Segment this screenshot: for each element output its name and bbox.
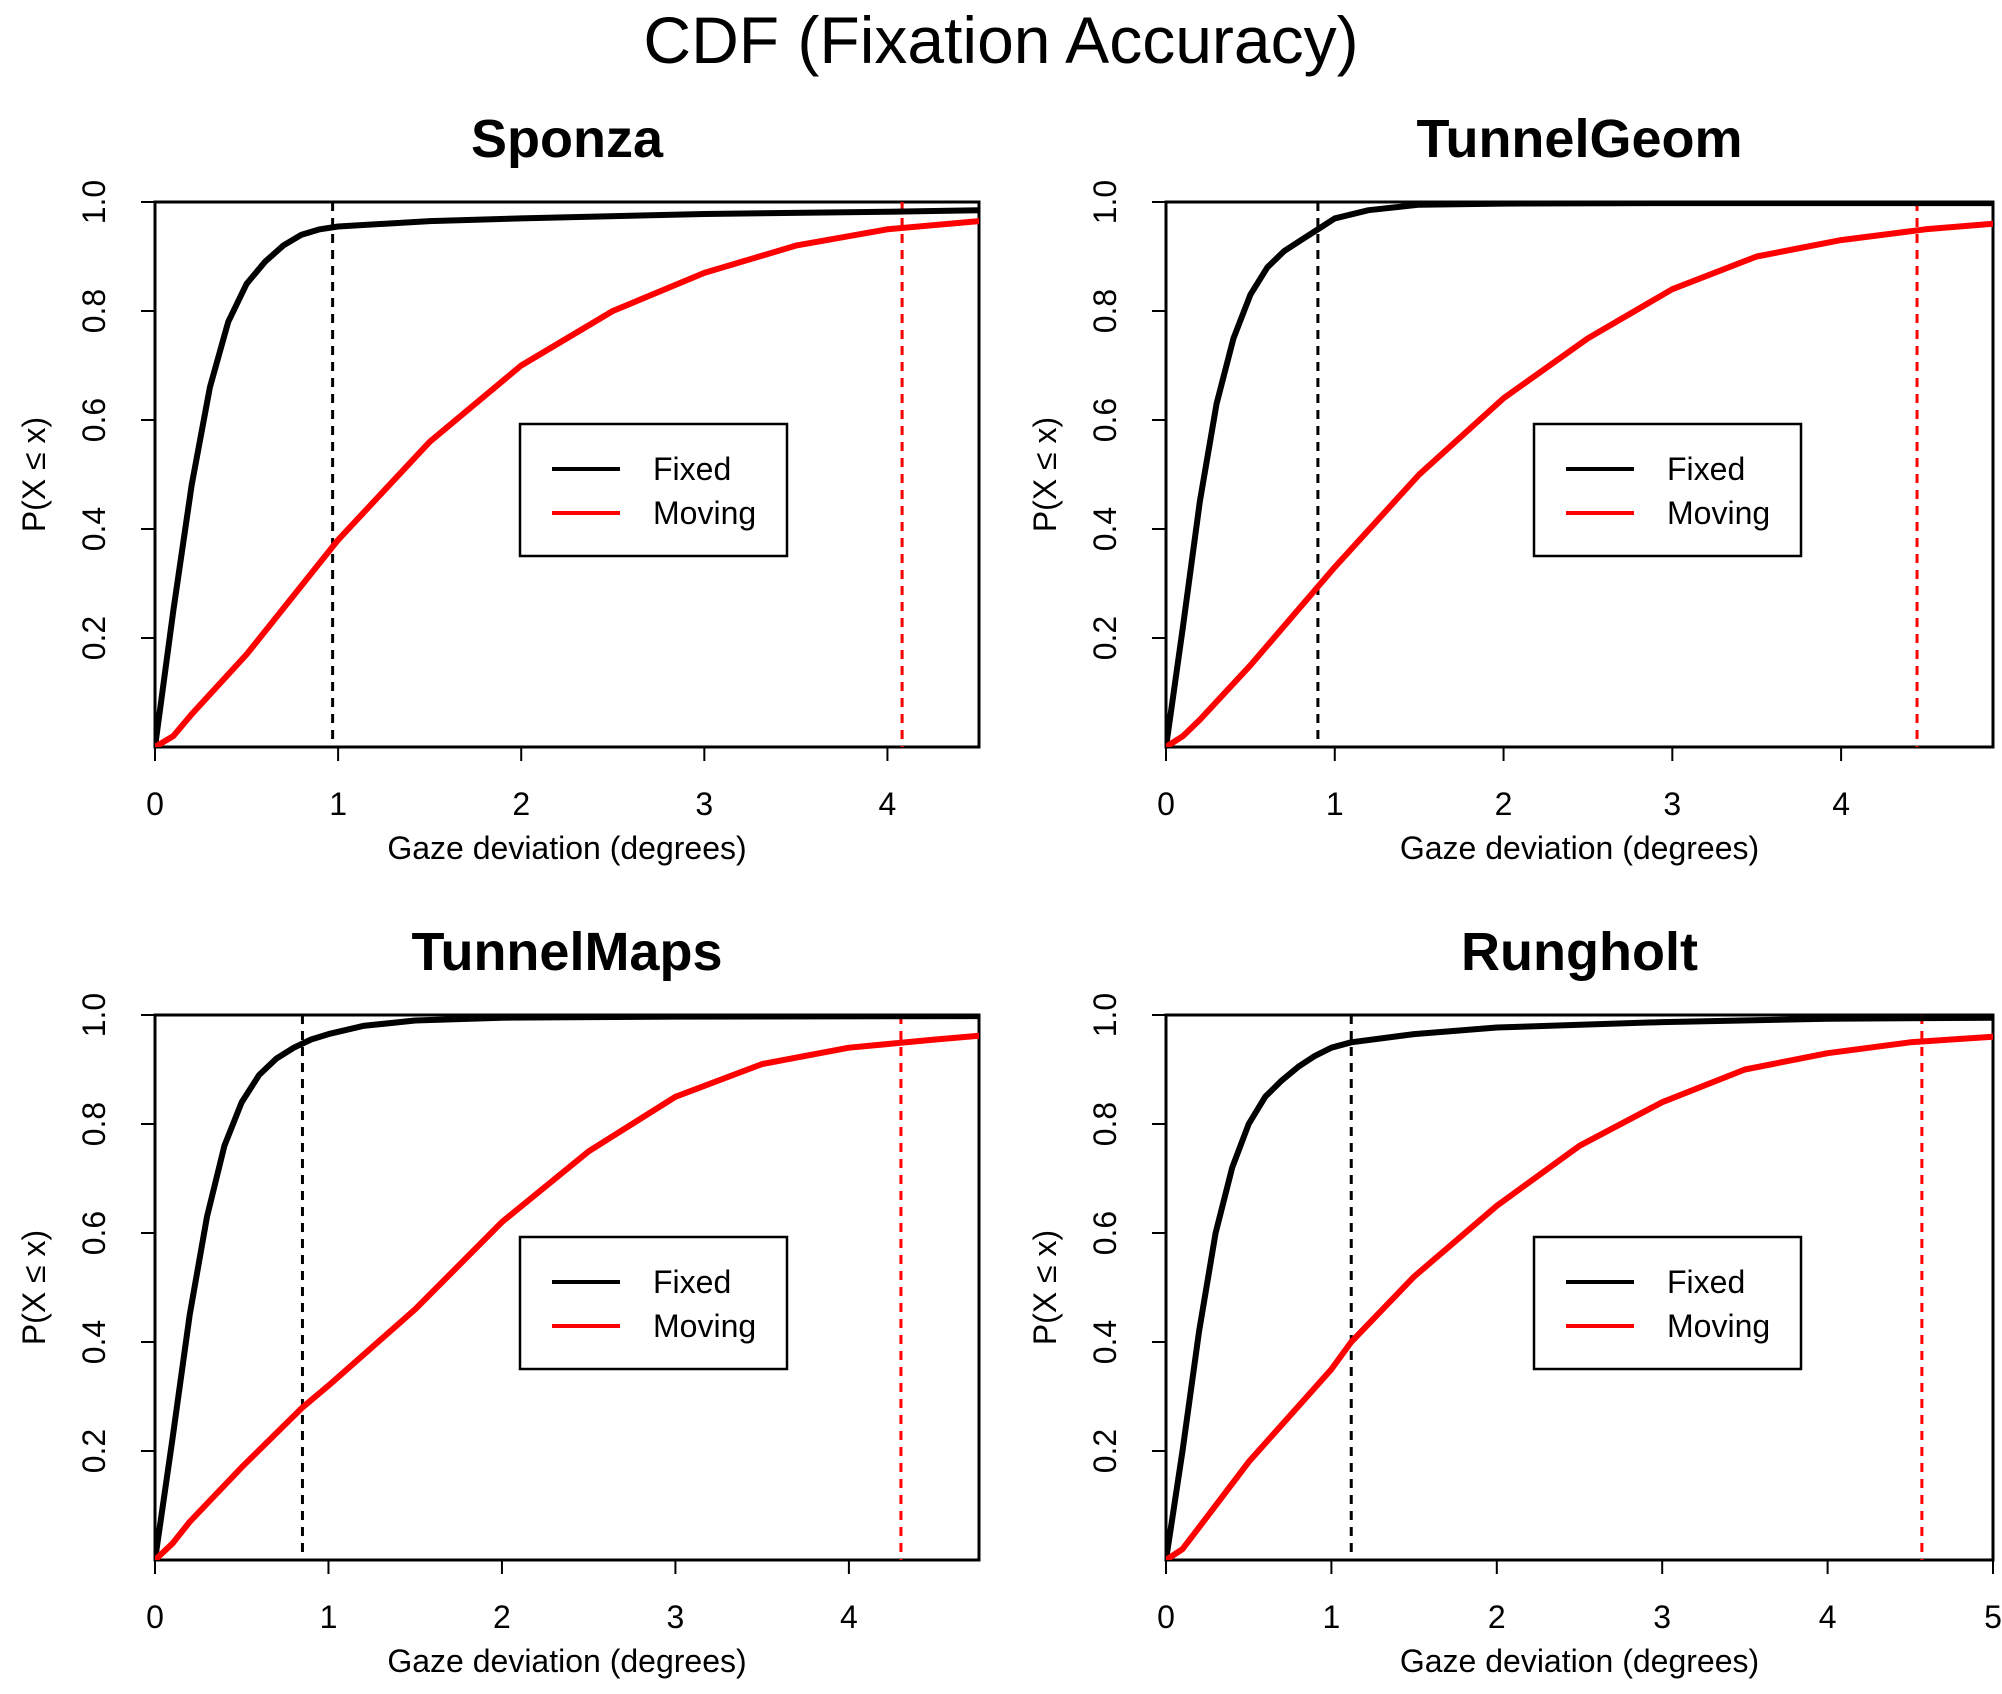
chart-panel-tunnelmaps: TunnelMaps 0 1 2 3 4 0.2 0.4 0.6 0.8 1.0 Gaze devia… [16, 922, 981, 1679]
y-tick-label: 0.8 [76, 289, 112, 333]
y-tick-label: 0.4 [76, 1320, 112, 1364]
y-tick-label: 0.4 [1087, 1320, 1123, 1364]
chart-panel-sponza: Sponza 0 1 2 3 4 0.2 0.4 0.6 0.8 1.0 Gaze deviation… [16, 109, 981, 866]
legend-box [518, 1235, 789, 1371]
x-tick-label: 2 [493, 1599, 511, 1635]
x-tick-label: 2 [512, 786, 530, 822]
legend-label-fixed: Fixed [1667, 451, 1745, 487]
y-tick-label: 0.8 [1087, 289, 1123, 333]
y-tick-label: 0.2 [76, 616, 112, 660]
series-line-fixed [155, 1015, 979, 1560]
y-tick-label: 0.8 [76, 1102, 112, 1146]
x-tick-label: 4 [1819, 1599, 1837, 1635]
y-tick-label: 0.6 [1087, 1211, 1123, 1255]
legend-label-fixed: Fixed [653, 1264, 731, 1300]
series-line-moving [1166, 1033, 1993, 1560]
series-line-fixed [1166, 202, 1993, 747]
series-line-fixed [1166, 1015, 1993, 1560]
y-axis-label: P(X ≤ x) [1027, 417, 1063, 532]
y-axis-label: P(X ≤ x) [1027, 1230, 1063, 1345]
y-tick-label: 0.6 [76, 1211, 112, 1255]
chart-panel-rungholt: Rungholt 0 1 2 3 4 5 0.2 0.4 0.6 0.8 1.0 Gaze deviat… [1027, 922, 2002, 1679]
series-line-fixed [155, 207, 979, 747]
x-tick-label: 3 [1663, 786, 1681, 822]
x-tick-label: 2 [1488, 1599, 1506, 1635]
x-tick-label: 1 [320, 1599, 338, 1635]
y-tick-label: 1.0 [1087, 180, 1123, 224]
x-tick-label: 3 [695, 786, 713, 822]
y-tick-label: 1.0 [1087, 993, 1123, 1037]
chart-panel-tunnelgeom: TunnelGeom 0 1 2 3 4 0.2 0.4 0.6 0.8 1.0 Gaze devia… [1027, 109, 1995, 866]
legend-label-fixed: Fixed [1667, 1264, 1745, 1300]
x-axis-label: Gaze deviation (degrees) [1400, 830, 1759, 866]
legend-label-moving: Moving [1667, 1308, 1770, 1344]
plot-frame [1164, 1013, 1995, 1562]
legend: Fixed Moving [518, 422, 789, 558]
x-tick-label: 3 [1653, 1599, 1671, 1635]
legend: Fixed Moving [518, 1235, 789, 1371]
legend: Fixed Moving [1532, 422, 1803, 558]
y-tick-label: 0.6 [76, 398, 112, 442]
legend-label-fixed: Fixed [653, 451, 731, 487]
series-line-moving [155, 218, 979, 747]
x-tick-label: 1 [1326, 786, 1344, 822]
x-tick-label: 5 [1984, 1599, 2002, 1635]
y-tick-label: 0.4 [76, 507, 112, 551]
legend: Fixed Moving [1532, 1235, 1803, 1371]
legend-label-moving: Moving [653, 1308, 756, 1344]
x-tick-label: 0 [1157, 1599, 1175, 1635]
y-tick-label: 1.0 [76, 993, 112, 1037]
y-tick-label: 0.2 [1087, 1429, 1123, 1473]
panel-title: TunnelGeom [1416, 109, 1742, 169]
x-tick-label: 2 [1495, 786, 1513, 822]
y-tick-label: 1.0 [76, 180, 112, 224]
y-axis-label: P(X ≤ x) [16, 417, 52, 532]
x-tick-label: 4 [1832, 786, 1850, 822]
x-tick-label: 0 [1157, 786, 1175, 822]
y-tick-label: 0.8 [1087, 1102, 1123, 1146]
figure-title: CDF (Fixation Accuracy) [643, 3, 1359, 77]
x-axis-label: Gaze deviation (degrees) [387, 1643, 746, 1679]
y-tick-label: 0.4 [1087, 507, 1123, 551]
x-axis-label: Gaze deviation (degrees) [387, 830, 746, 866]
legend-box [518, 422, 789, 558]
plot-frame [153, 200, 981, 749]
panel-title: TunnelMaps [411, 922, 722, 982]
x-tick-label: 4 [879, 786, 897, 822]
x-tick-label: 3 [667, 1599, 685, 1635]
series-line-moving [1166, 220, 1993, 747]
x-tick-label: 1 [329, 786, 347, 822]
x-tick-label: 4 [840, 1599, 858, 1635]
y-tick-label: 0.2 [76, 1429, 112, 1473]
x-tick-label: 0 [146, 1599, 164, 1635]
x-tick-label: 1 [1323, 1599, 1341, 1635]
legend-label-moving: Moving [1667, 495, 1770, 531]
series-line-moving [155, 1032, 979, 1560]
y-axis-label: P(X ≤ x) [16, 1230, 52, 1345]
x-tick-label: 0 [146, 786, 164, 822]
y-tick-label: 0.2 [1087, 616, 1123, 660]
panel-title: Sponza [471, 109, 664, 169]
y-tick-label: 0.6 [1087, 398, 1123, 442]
legend-box [1532, 1235, 1803, 1371]
x-axis-label: Gaze deviation (degrees) [1400, 1643, 1759, 1679]
legend-label-moving: Moving [653, 495, 756, 531]
panel-title: Rungholt [1461, 922, 1698, 982]
legend-box [1532, 422, 1803, 558]
